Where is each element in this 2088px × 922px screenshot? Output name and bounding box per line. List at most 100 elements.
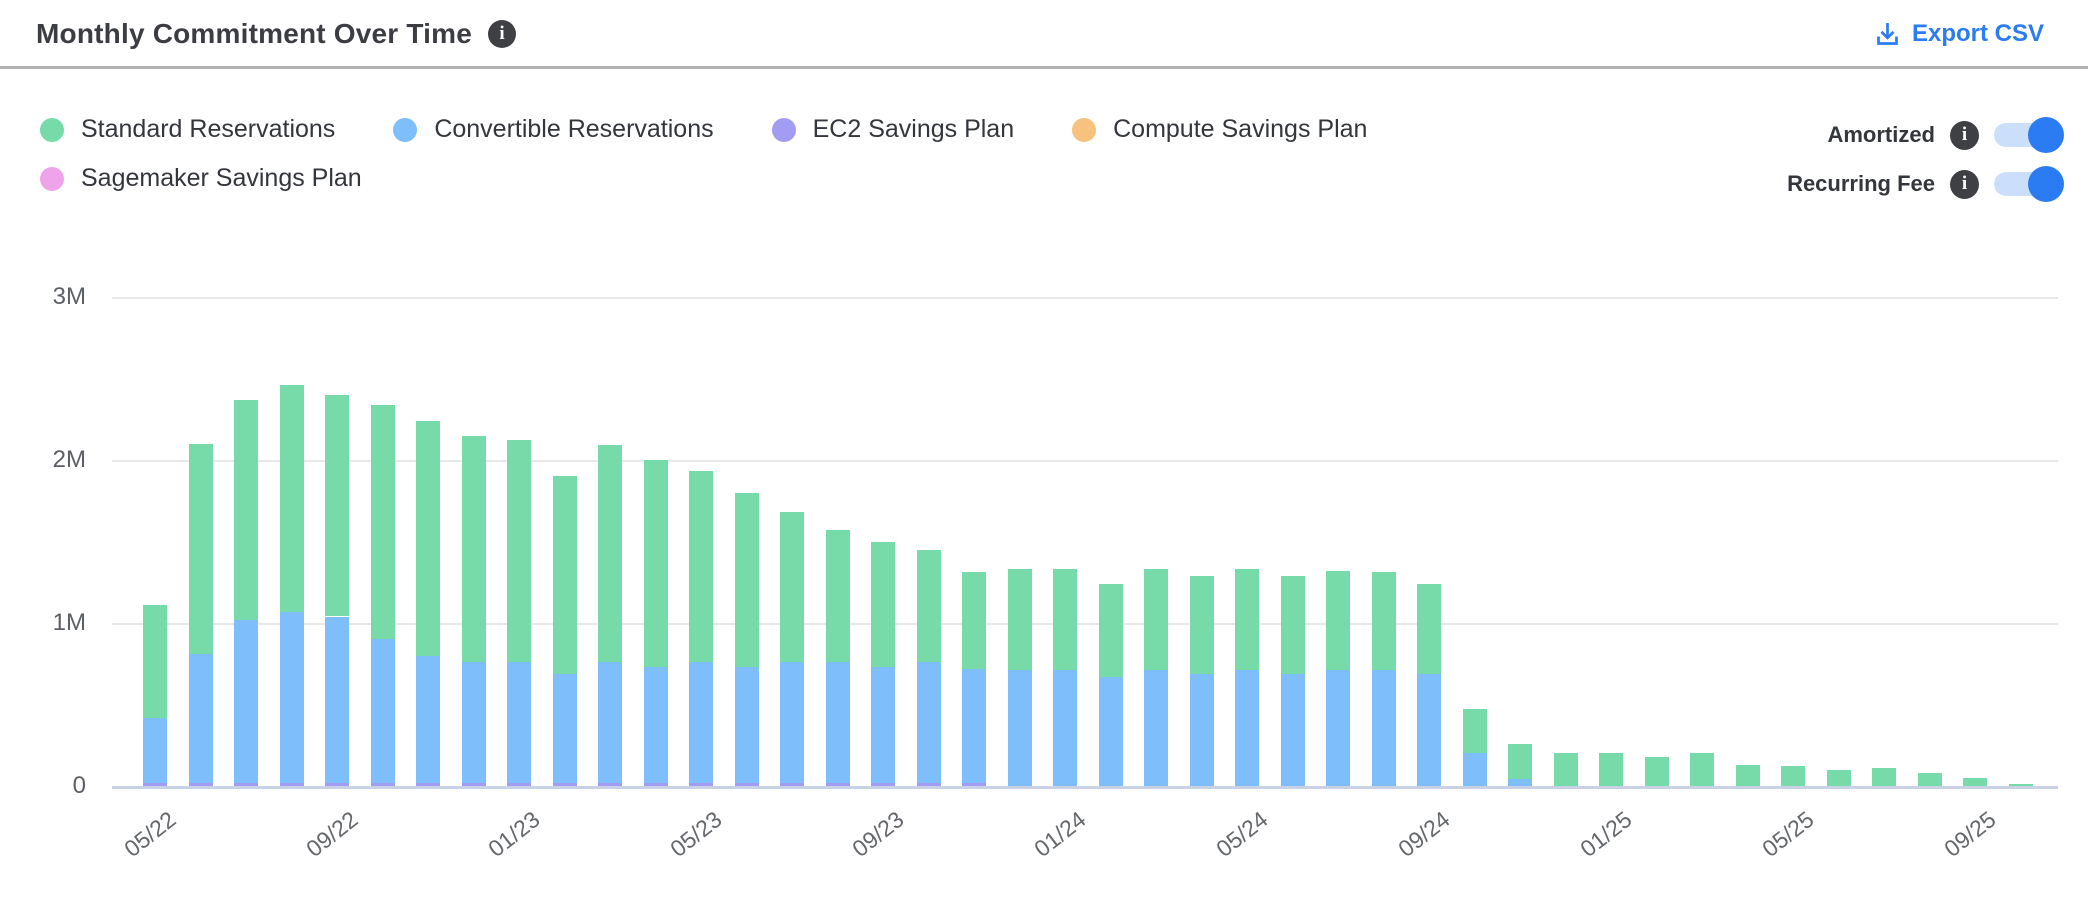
bar-01/23[interactable]	[507, 254, 531, 786]
bar-07/25[interactable]	[1872, 254, 1896, 786]
bar-segment	[598, 662, 622, 783]
amortized-toggle[interactable]	[1994, 117, 2064, 153]
bar-09/23[interactable]	[871, 254, 895, 786]
bar-12/24[interactable]	[1553, 254, 1578, 786]
bar-06/23[interactable]	[734, 254, 759, 786]
bar-11/22[interactable]	[416, 254, 440, 786]
bar-segment	[234, 782, 258, 786]
bar-02/24[interactable]	[1098, 254, 1123, 786]
toggle-knob	[2028, 117, 2064, 153]
bar-10/22[interactable]	[370, 254, 395, 786]
bar-04/25[interactable]	[1735, 254, 1760, 786]
legend-item-sagemaker-savings-plan[interactable]: Sagemaker Savings Plan	[40, 164, 362, 193]
x-axis-tick-09-22: 09/22	[301, 806, 364, 862]
bar-segment	[871, 667, 895, 783]
bar-segment	[1508, 779, 1532, 786]
bar-03/25[interactable]	[1690, 254, 1714, 786]
bar-04/23[interactable]	[643, 254, 668, 786]
convertible-reservations-swatch-icon	[393, 117, 418, 142]
bar-06/24[interactable]	[1280, 254, 1305, 786]
x-axis-tick-01-24: 01/24	[1029, 806, 1092, 862]
bar-segment	[279, 385, 304, 612]
bar-08/24[interactable]	[1371, 254, 1396, 786]
bar-segment	[370, 782, 395, 786]
bar-segment	[143, 782, 167, 786]
header-divider	[0, 66, 2088, 69]
bar-09/25[interactable]	[1963, 254, 1987, 786]
bar-segment	[461, 662, 486, 783]
x-axis-tick-09-25: 09/25	[1939, 806, 2002, 862]
legend-item-compute-savings-plan[interactable]: Compute Savings Plan	[1072, 115, 1367, 144]
bar-segment	[871, 541, 895, 668]
bar-07/23[interactable]	[780, 254, 804, 786]
bar-08/22[interactable]	[279, 254, 304, 786]
legend-item-standard-reservations[interactable]: Standard Reservations	[40, 115, 335, 144]
bar-segment	[370, 404, 395, 640]
recurring-fee-toggle[interactable]	[1994, 166, 2064, 202]
bar-segment	[1235, 569, 1259, 671]
bar-segment	[825, 782, 850, 786]
bar-segment	[1644, 756, 1669, 786]
bar-01/24[interactable]	[1053, 254, 1077, 786]
bar-05/23[interactable]	[689, 254, 713, 786]
bar-segment	[734, 492, 759, 668]
bar-segment	[1599, 753, 1623, 786]
title-info-icon[interactable]: i	[488, 20, 517, 48]
bar-segment	[916, 549, 941, 663]
export-csv-label: Export CSV	[1911, 20, 2044, 47]
bar-segment	[1053, 670, 1077, 786]
bar-09/22[interactable]	[325, 254, 349, 786]
bar-segment	[325, 616, 349, 783]
bar-segment	[507, 782, 531, 786]
bar-segment	[643, 460, 668, 668]
bar-10/23[interactable]	[916, 254, 941, 786]
bar-segment	[598, 445, 622, 663]
bar-segment	[1917, 772, 1942, 786]
bar-12/23[interactable]	[1007, 254, 1032, 786]
x-axis-tick-09-24: 09/24	[1393, 806, 1456, 862]
bar-11/24[interactable]	[1508, 254, 1532, 786]
bar-segment	[279, 611, 304, 783]
bar-10/25[interactable]	[2008, 254, 2033, 786]
bar-segment	[1735, 764, 1760, 786]
bar-07/22[interactable]	[234, 254, 258, 786]
bar-segment	[325, 394, 349, 617]
bar-05/25[interactable]	[1781, 254, 1805, 786]
export-csv-button[interactable]: Export CSV	[1874, 20, 2044, 48]
bar-10/24[interactable]	[1462, 254, 1487, 786]
bar-12/22[interactable]	[461, 254, 486, 786]
standard-reservations-swatch-icon	[40, 117, 64, 142]
page-title: Monthly Commitment Over Time	[36, 18, 473, 49]
bar-06/22[interactable]	[188, 254, 213, 786]
legend-item-ec2-savings-plan[interactable]: EC2 Savings Plan	[771, 115, 1014, 144]
bar-segment	[143, 605, 167, 718]
bar-04/24[interactable]	[1189, 254, 1214, 786]
bar-09/24[interactable]	[1417, 254, 1441, 786]
bar-segment	[962, 782, 986, 786]
bar-02/25[interactable]	[1644, 254, 1669, 786]
bar-05/24[interactable]	[1235, 254, 1259, 786]
bar-01/25[interactable]	[1599, 254, 1623, 786]
bar-segment	[1826, 769, 1851, 786]
x-axis-tick-05-23: 05/23	[665, 806, 728, 862]
bar-segment	[234, 619, 258, 783]
bar-03/23[interactable]	[598, 254, 622, 786]
bar-08/25[interactable]	[1917, 254, 1942, 786]
bar-07/24[interactable]	[1326, 254, 1350, 786]
bar-02/23[interactable]	[552, 254, 577, 786]
x-axis-tick-05-24: 05/24	[1211, 806, 1274, 862]
bar-segment	[780, 512, 804, 663]
bar-05/22[interactable]	[143, 254, 167, 786]
bar-segment	[643, 782, 668, 786]
bar-segment	[416, 420, 440, 656]
amortized-info-icon[interactable]: i	[1950, 120, 1979, 150]
bar-08/23[interactable]	[825, 254, 850, 786]
bar-segment	[416, 782, 440, 786]
bar-06/25[interactable]	[1826, 254, 1851, 786]
legend-item-convertible-reservations[interactable]: Convertible Reservations	[393, 115, 714, 144]
bar-11/23[interactable]	[962, 254, 986, 786]
bar-segment	[1872, 768, 1896, 786]
bar-03/24[interactable]	[1144, 254, 1168, 786]
recurring-fee-info-icon[interactable]: i	[1950, 169, 1979, 199]
bar-segment	[962, 572, 986, 669]
